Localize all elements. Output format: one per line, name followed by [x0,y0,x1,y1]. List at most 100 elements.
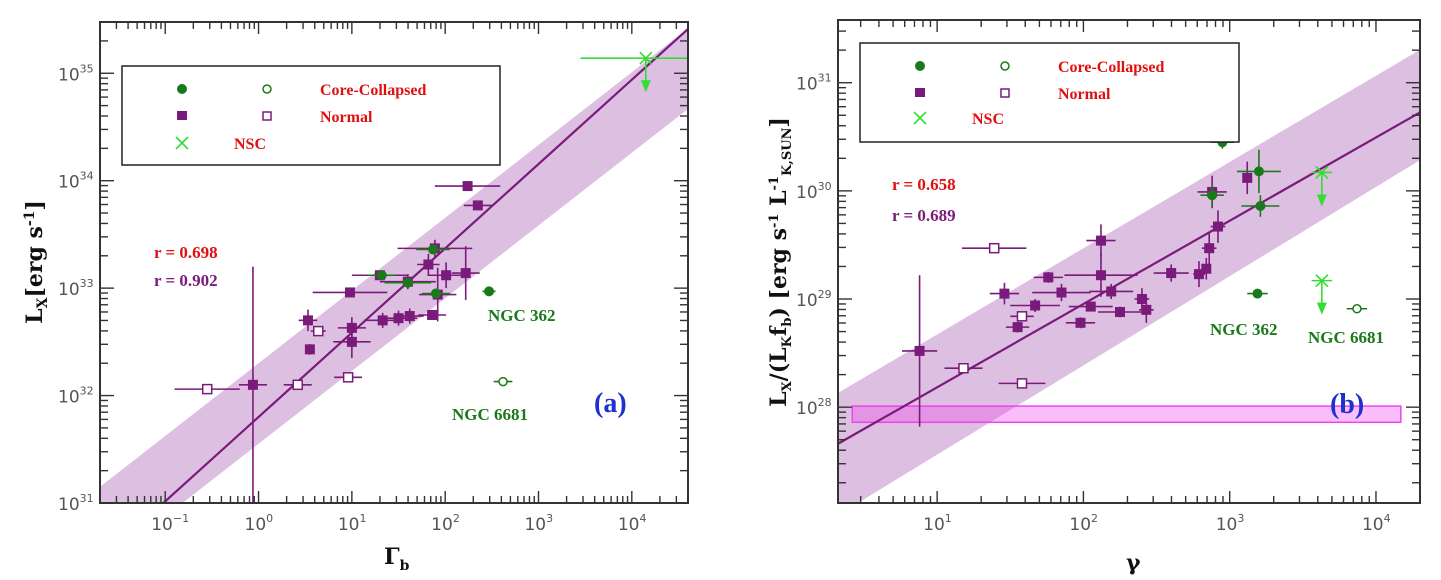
x-tick-label: 101 [338,512,367,535]
legend-label-nsc: NSC [234,136,266,153]
marker-filled-square [247,379,258,390]
x-tick-label-exp: 1 [945,512,952,525]
marker-filled-circle [1253,166,1264,177]
marker-filled-square [462,181,473,192]
data-point-filled-square [1089,283,1134,300]
y-tick-label-base: 10 [58,280,80,300]
y-axis-title-b-units-end: ] [766,117,792,127]
y-tick-label: 1031 [796,72,832,95]
legend-label-normal: Normal [320,109,373,126]
y-tick-label: 1029 [796,288,832,311]
data-point-filled-circle [1237,149,1281,194]
x-tick-label: 102 [431,512,460,535]
marker-filled-square [1193,269,1204,280]
legend-core-collapsed-filled-marker [915,61,925,71]
y-tick-label-exp: 28 [818,396,832,409]
y-tick-label-exp: 31 [818,72,832,85]
legend-label-core-collapsed: Core-Collapsed [320,82,426,99]
x-tick-label-base: 10 [338,515,360,535]
data-point-open-square [283,379,312,391]
data-point-filled-square [1005,321,1030,333]
y-tick-label: 1033 [58,277,94,300]
data-point-open-square [962,242,1027,254]
data-point-filled-square [1068,301,1113,312]
x-tick-label-base: 10 [1362,515,1384,535]
marker-filled-square [1043,272,1054,283]
data-point-cross [1311,165,1333,207]
data-point-filled-square [1201,231,1217,265]
marker-open-square [988,242,1000,254]
legend-normal-filled-marker [915,88,925,97]
y-axis-title-b: LX/(LKfb) [erg s-1 L-1K,SUN] [766,117,795,407]
marker-filled-square [393,313,404,324]
y-tick-label-base: 10 [796,183,818,203]
y-tick-label-exp: 35 [80,62,94,75]
data-point-filled-square [312,287,388,298]
x-axis-title-a-sub: b [400,558,410,574]
y-axis-title-a-main: L [22,308,48,323]
x-tick-label-exp: 3 [546,512,553,525]
y-tick-label: 1030 [796,180,832,203]
data-point-filled-square [463,200,492,211]
reference-band [851,405,1402,424]
legend-normal-filled-marker [177,111,187,120]
x-tick-label: 101 [923,512,952,535]
data-point-filled-square [363,312,402,328]
x-tick-label-base: 10 [923,515,945,535]
annotation-ngc-362: NGC 362 [488,306,556,325]
data-point-filled-square [418,309,447,320]
y-tick-label-base: 10 [796,291,818,311]
marker-open-square [313,325,324,337]
confidence-band [839,50,1419,503]
y-axis-title-b-units-l: L [766,190,792,213]
data-point-filled-square [417,253,440,276]
x-tick-label: 100 [245,512,274,535]
data-point-filled-square [1065,317,1096,329]
y-tick-label-base: 10 [796,399,818,419]
marker-filled-circle [1255,201,1266,212]
marker-filled-square [1114,306,1125,317]
y-axis-title-a: LX[erg s-1] [22,200,51,324]
data-point-filled-square [434,181,501,192]
data-point-filled-square [1139,296,1154,323]
y-tick-label-exp: 32 [80,385,94,398]
annotation-ngc-6681: NGC 6681 [452,405,528,424]
marker-filled-square [344,287,355,298]
y-tick-label-base: 10 [796,75,818,95]
marker-filled-square [1095,270,1106,281]
legend-core-collapsed-open-marker [1000,61,1010,71]
y-axis-title-b-units: ) [erg s [766,228,792,318]
marker-filled-square [377,315,388,326]
legend-core-collapsed-filled-marker [177,84,187,94]
y-tick-label-exp: 30 [818,180,832,193]
marker-open-square [958,362,969,374]
legend-a: Core-Collapsed Normal NSC [121,65,501,166]
marker-filled-square [472,200,483,211]
data-point-filled-square [989,282,1020,305]
marker-filled-square [914,345,925,356]
marker-filled-square [1136,294,1147,305]
x-tick-label-base: 10 [431,515,453,535]
legend-normal-open-marker [1000,88,1010,98]
y-tick-label: 1032 [58,385,94,408]
marker-filled-square [999,288,1010,299]
marker-filled-square [404,311,415,322]
data-point-filled-circle [421,288,450,299]
data-point-filled-square [333,325,371,358]
marker-filled-square [1141,304,1152,315]
data-point-filled-circle [482,286,496,297]
data-point-filled-square [1210,210,1226,243]
data-point-cross [1311,274,1333,315]
y-axis-title-a-units-sup: -1 [22,211,38,227]
marker-filled-square [1075,317,1086,328]
data-point-filled-circle [1200,184,1224,207]
correlation-r-core-collapsed: r = 0.698 [154,243,218,262]
x-tick-label-exp: 0 [266,512,273,525]
y-axis-title-b-mid-sub: K [780,335,795,347]
y-tick-label-exp: 33 [80,277,94,290]
panel-label-b: (b) [1330,389,1364,420]
y-axis-title-a-units: [erg s [22,226,48,297]
data-point-filled-square [1201,257,1212,280]
legend-label-core-collapsed: Core-Collapsed [1058,59,1164,76]
legend-nsc-marker [913,111,927,125]
